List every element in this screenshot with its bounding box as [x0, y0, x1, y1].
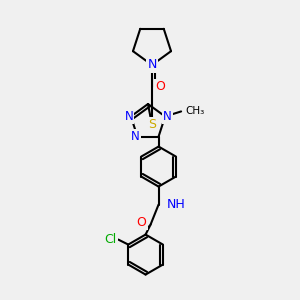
Text: CH₃: CH₃: [185, 106, 204, 116]
Text: N: N: [163, 110, 172, 123]
Text: N: N: [124, 110, 133, 123]
Text: N: N: [147, 58, 157, 71]
Text: N: N: [131, 130, 140, 143]
Text: Cl: Cl: [104, 233, 116, 246]
Text: O: O: [137, 216, 147, 229]
Text: S: S: [148, 118, 156, 131]
Text: NH: NH: [167, 198, 185, 211]
Text: O: O: [155, 80, 165, 94]
